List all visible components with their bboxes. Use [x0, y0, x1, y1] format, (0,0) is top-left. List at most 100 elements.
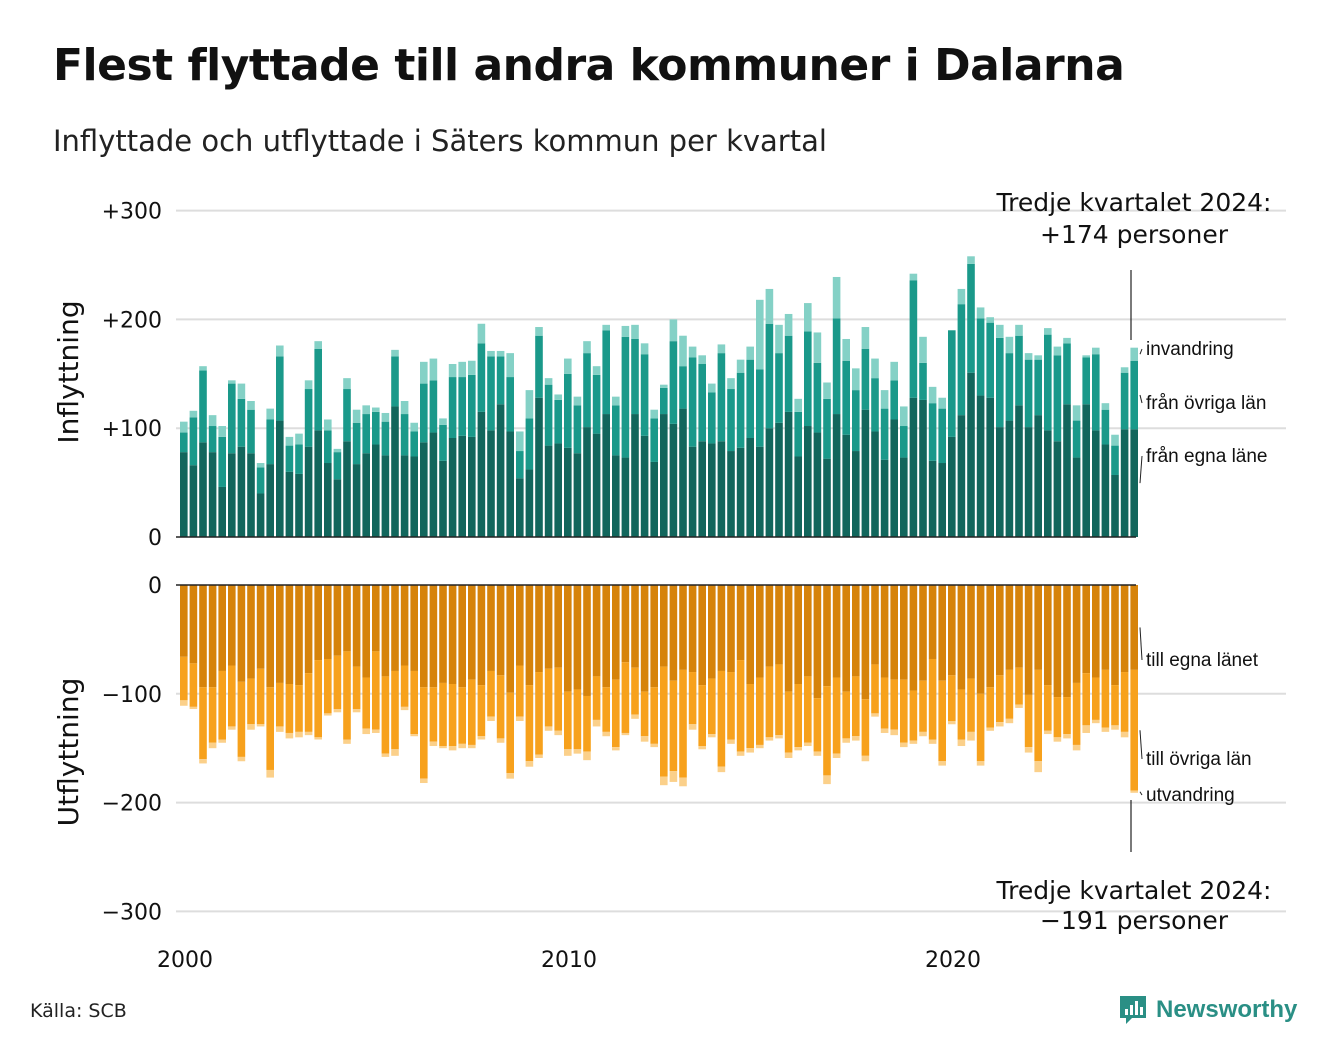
bar-in-segment [688, 357, 697, 447]
label-leader-out [1139, 791, 1143, 796]
bar-in-segment [602, 324, 610, 331]
bar-out-segment [688, 585, 697, 673]
bar-in-segment [784, 411, 793, 537]
bar-out-segment [468, 744, 476, 749]
bar-in-segment [208, 426, 217, 453]
bar-out-segment [564, 585, 572, 692]
bar-in-segment [189, 465, 198, 537]
bar-in-segment [391, 356, 399, 407]
bar-out-segment [823, 686, 831, 776]
bar-out-segment [832, 753, 841, 758]
bar-in-segment [957, 304, 966, 416]
bar-in-segment [756, 299, 764, 370]
bar-out-segment [996, 722, 1004, 727]
bar-out-segment [1015, 704, 1023, 708]
bar-out-segment [871, 585, 879, 665]
bar-in-segment [285, 445, 294, 472]
bar-in-segment [583, 427, 591, 537]
annotation-out-line1: Tredje kvartalet 2024: [996, 876, 1272, 905]
bar-in-segment [669, 319, 678, 342]
bar-in-segment [448, 377, 457, 438]
bar-out-segment [304, 731, 313, 736]
bar-out-segment [276, 585, 284, 683]
bar-in-segment [1130, 429, 1138, 537]
bar-in-segment [717, 441, 726, 537]
bar-in-segment [900, 426, 908, 458]
bar-in-segment [746, 346, 754, 360]
gridlines [176, 209, 1286, 913]
bar-in-segment [650, 409, 658, 419]
bar-out-segment [660, 666, 668, 777]
bar-out-segment [304, 673, 313, 732]
bar-out-segment [583, 751, 591, 761]
bar-in-segment [794, 398, 802, 412]
bar-in-segment [1092, 430, 1100, 537]
newsworthy-logo: Newsworthy [1118, 994, 1297, 1026]
bar-in-segment [295, 444, 303, 474]
bar-in-segment [1024, 359, 1033, 428]
bar-out-segment [880, 728, 889, 733]
bar-in-segment [986, 317, 994, 323]
bar-out-segment [391, 749, 399, 756]
bar-in-segment [324, 463, 332, 537]
bar-out-segment [573, 585, 582, 690]
bar-out-segment [909, 740, 918, 744]
bar-in-segment [1092, 347, 1100, 355]
source-note: Källa: SCB [30, 1000, 127, 1022]
bar-in-segment [660, 387, 668, 415]
bar-out-segment [1072, 744, 1081, 751]
bar-out-segment [199, 759, 207, 764]
bar-out-segment [602, 731, 610, 737]
bar-out-segment [285, 732, 294, 739]
bar-in-segment [362, 453, 370, 537]
bar-in-segment [352, 409, 361, 423]
bar-out-segment [986, 727, 994, 731]
y-tick-label-out: 0 [148, 574, 162, 599]
bar-in-segment [372, 444, 380, 537]
bar-out-segment [650, 585, 658, 688]
bar-in-segment [276, 420, 284, 537]
bar-out-segment [813, 585, 822, 699]
x-tick-label: 2010 [541, 948, 597, 973]
y-tick-label-in: +100 [102, 417, 162, 442]
bar-out-segment [612, 747, 620, 751]
bar-in-segment [295, 433, 303, 445]
bar-out-segment [957, 585, 966, 690]
bar-out-segment [842, 738, 850, 743]
y-axis-title-in: Inflyttning [52, 300, 85, 443]
bar-out-segment [285, 585, 294, 685]
bar-out-segment [208, 585, 217, 688]
bar-in-segment [688, 346, 697, 358]
bar-in-segment [237, 383, 246, 399]
bar-out-segment [928, 658, 937, 740]
bar-in-segment [506, 431, 514, 537]
bar-out-segment [496, 585, 505, 676]
bar-in-segment [400, 414, 409, 456]
bar-in-segment [468, 436, 476, 537]
bar-in-segment [237, 446, 246, 537]
bar-out-segment [996, 675, 1004, 723]
bar-in-segment [583, 341, 591, 354]
bar-in-segment [573, 453, 582, 537]
bar-in-segment [266, 419, 274, 465]
bar-out-segment [1130, 790, 1138, 793]
bar-in-segment [525, 469, 534, 537]
bar-out-segment [986, 687, 994, 728]
bar-in-segment [1101, 403, 1110, 410]
bar-in-segment [544, 384, 553, 446]
bar-in-segment [218, 436, 226, 487]
y-tick-label-out: −300 [102, 900, 162, 925]
bar-out-segment [516, 585, 524, 666]
bar-in-segment [967, 372, 975, 537]
bar-out-segment [1015, 585, 1023, 668]
bar-in-segment [688, 446, 697, 537]
bar-in-segment [256, 493, 265, 537]
bar-out-segment [199, 687, 207, 760]
bar-in-segment [775, 422, 783, 537]
bar-out-segment [938, 585, 946, 681]
bar-in-segment [765, 428, 774, 537]
bar-in-segment [660, 384, 668, 388]
bar-out-segment [948, 585, 956, 676]
bar-out-segment [477, 585, 486, 686]
bar-out-segment [496, 738, 505, 743]
